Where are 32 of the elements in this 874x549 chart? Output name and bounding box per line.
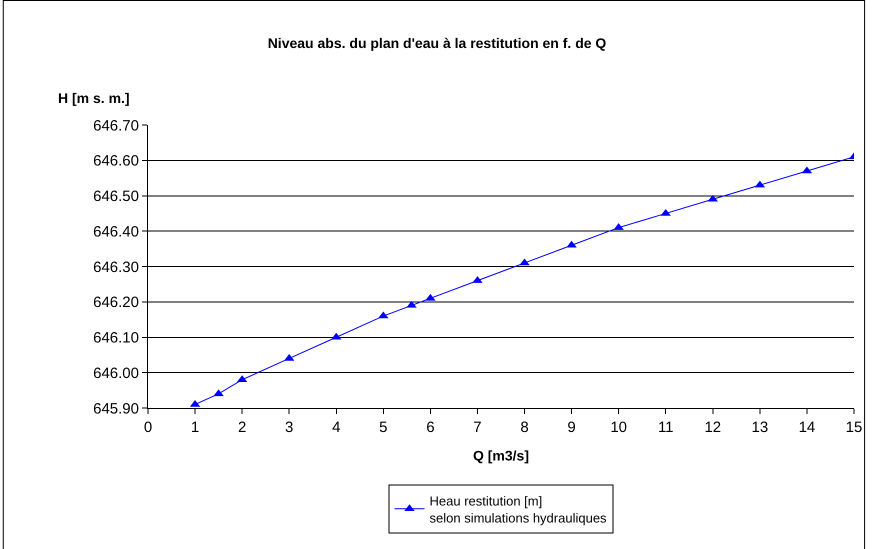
legend-label: Heau restitution [m] selon simulations hydrauliques (430, 493, 608, 526)
x-axis-title: Q [m3/s] (472, 447, 530, 464)
x-tick-label: 12 (704, 419, 722, 436)
x-tick-label: 4 (332, 419, 340, 436)
y-tick-label: 646.70 (93, 117, 139, 134)
x-tick-label: 8 (520, 419, 529, 436)
y-tick-label: 645.90 (93, 400, 139, 418)
x-tick-label: 10 (610, 419, 628, 436)
x-tick-label: 3 (285, 419, 294, 436)
y-axis-title: H [m s. m.] (58, 90, 130, 106)
x-tick-label: 7 (473, 419, 482, 436)
x-tick-label: 5 (379, 419, 388, 436)
y-tick-label: 646.00 (93, 364, 139, 382)
x-tick-label: 6 (426, 419, 435, 436)
y-tick-label: 646.30 (93, 258, 139, 276)
x-tick-label: 0 (144, 419, 152, 436)
point (660, 208, 671, 216)
x-tick-label: 2 (238, 419, 246, 436)
y-tick-label: 646.40 (93, 223, 139, 240)
x-tick-label: 1 (190, 419, 200, 436)
x-tick-label: 14 (798, 419, 816, 436)
point (284, 354, 294, 361)
x-tick-label: 13 (752, 419, 768, 436)
y-tick-label: 646.50 (93, 188, 139, 205)
point (708, 194, 718, 202)
x-tick-label: 9 (567, 419, 576, 436)
y-tick-label: 646.60 (93, 152, 139, 170)
y-tick-label: 646.20 (93, 294, 139, 312)
x-tick-label: 11 (658, 419, 674, 436)
chart-title: Niveau abs. du plan d'eau à la restitution en f. de Q (268, 35, 606, 52)
x-tick-label: 15 (846, 419, 862, 436)
y-tick-label: 646.10 (93, 330, 139, 346)
